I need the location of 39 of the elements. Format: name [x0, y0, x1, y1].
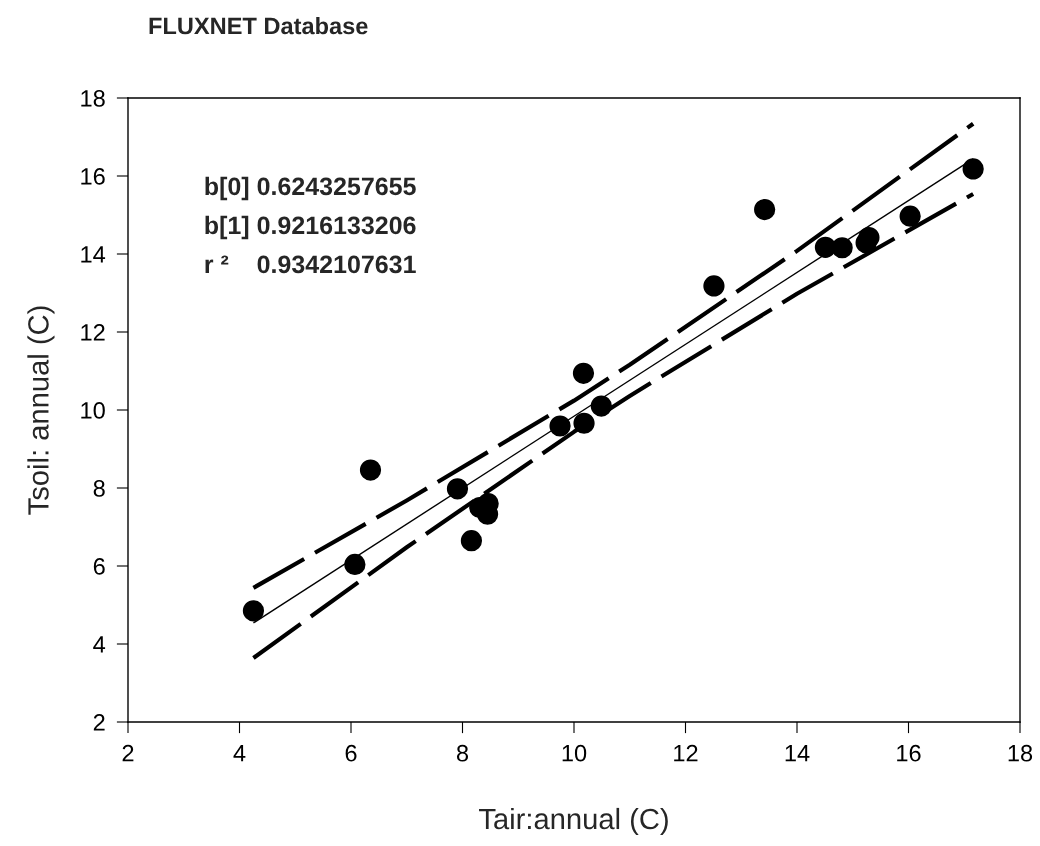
point — [855, 232, 877, 254]
annotation: b[1] 0.9216133206 — [205, 215, 416, 240]
point — [242, 600, 265, 622]
point — [590, 395, 612, 417]
point — [573, 412, 595, 434]
point — [572, 362, 595, 384]
point — [446, 478, 469, 500]
x-tick-label: 12 — [674, 744, 698, 762]
x-tick-label: 14 — [785, 745, 810, 762]
y-tick-label: 14 — [81, 246, 106, 263]
y-tick-label: 16 — [81, 168, 105, 185]
x-tick-label: 10 — [562, 744, 587, 762]
point — [359, 459, 382, 481]
point — [899, 205, 921, 227]
point — [549, 415, 571, 437]
point — [703, 275, 725, 297]
y-tick-label: 2 — [93, 714, 105, 731]
point — [754, 198, 776, 221]
y-tick-label: 4 — [93, 636, 106, 653]
annotation: b[0] 0.6243257655 — [205, 176, 416, 201]
point — [962, 158, 984, 180]
x-tick-label: 4 — [233, 745, 246, 762]
y-tick-label: 18 — [81, 90, 105, 107]
y-tick-label: 6 — [93, 558, 105, 575]
y-tick-label: 8 — [93, 480, 105, 497]
y-axis-title: Tsoil: annual (C) — [27, 306, 55, 515]
x-tick-label: 8 — [456, 744, 469, 762]
x-tick-label: 6 — [345, 744, 357, 762]
chart-title: FLUXNET Database — [149, 17, 368, 35]
x-tick-label: 16 — [897, 744, 921, 762]
x-tick-label: 2 — [122, 744, 134, 762]
annotation: r ² 0.9342107631 — [205, 255, 416, 274]
point — [831, 237, 853, 259]
x-axis-title: Tair:annual (C) — [479, 807, 668, 836]
y-tick-label: 10 — [81, 402, 105, 419]
point — [344, 553, 366, 576]
point — [460, 530, 483, 552]
x-tick-label: 18 — [1008, 744, 1033, 762]
y-tick-label: 12 — [81, 324, 105, 341]
